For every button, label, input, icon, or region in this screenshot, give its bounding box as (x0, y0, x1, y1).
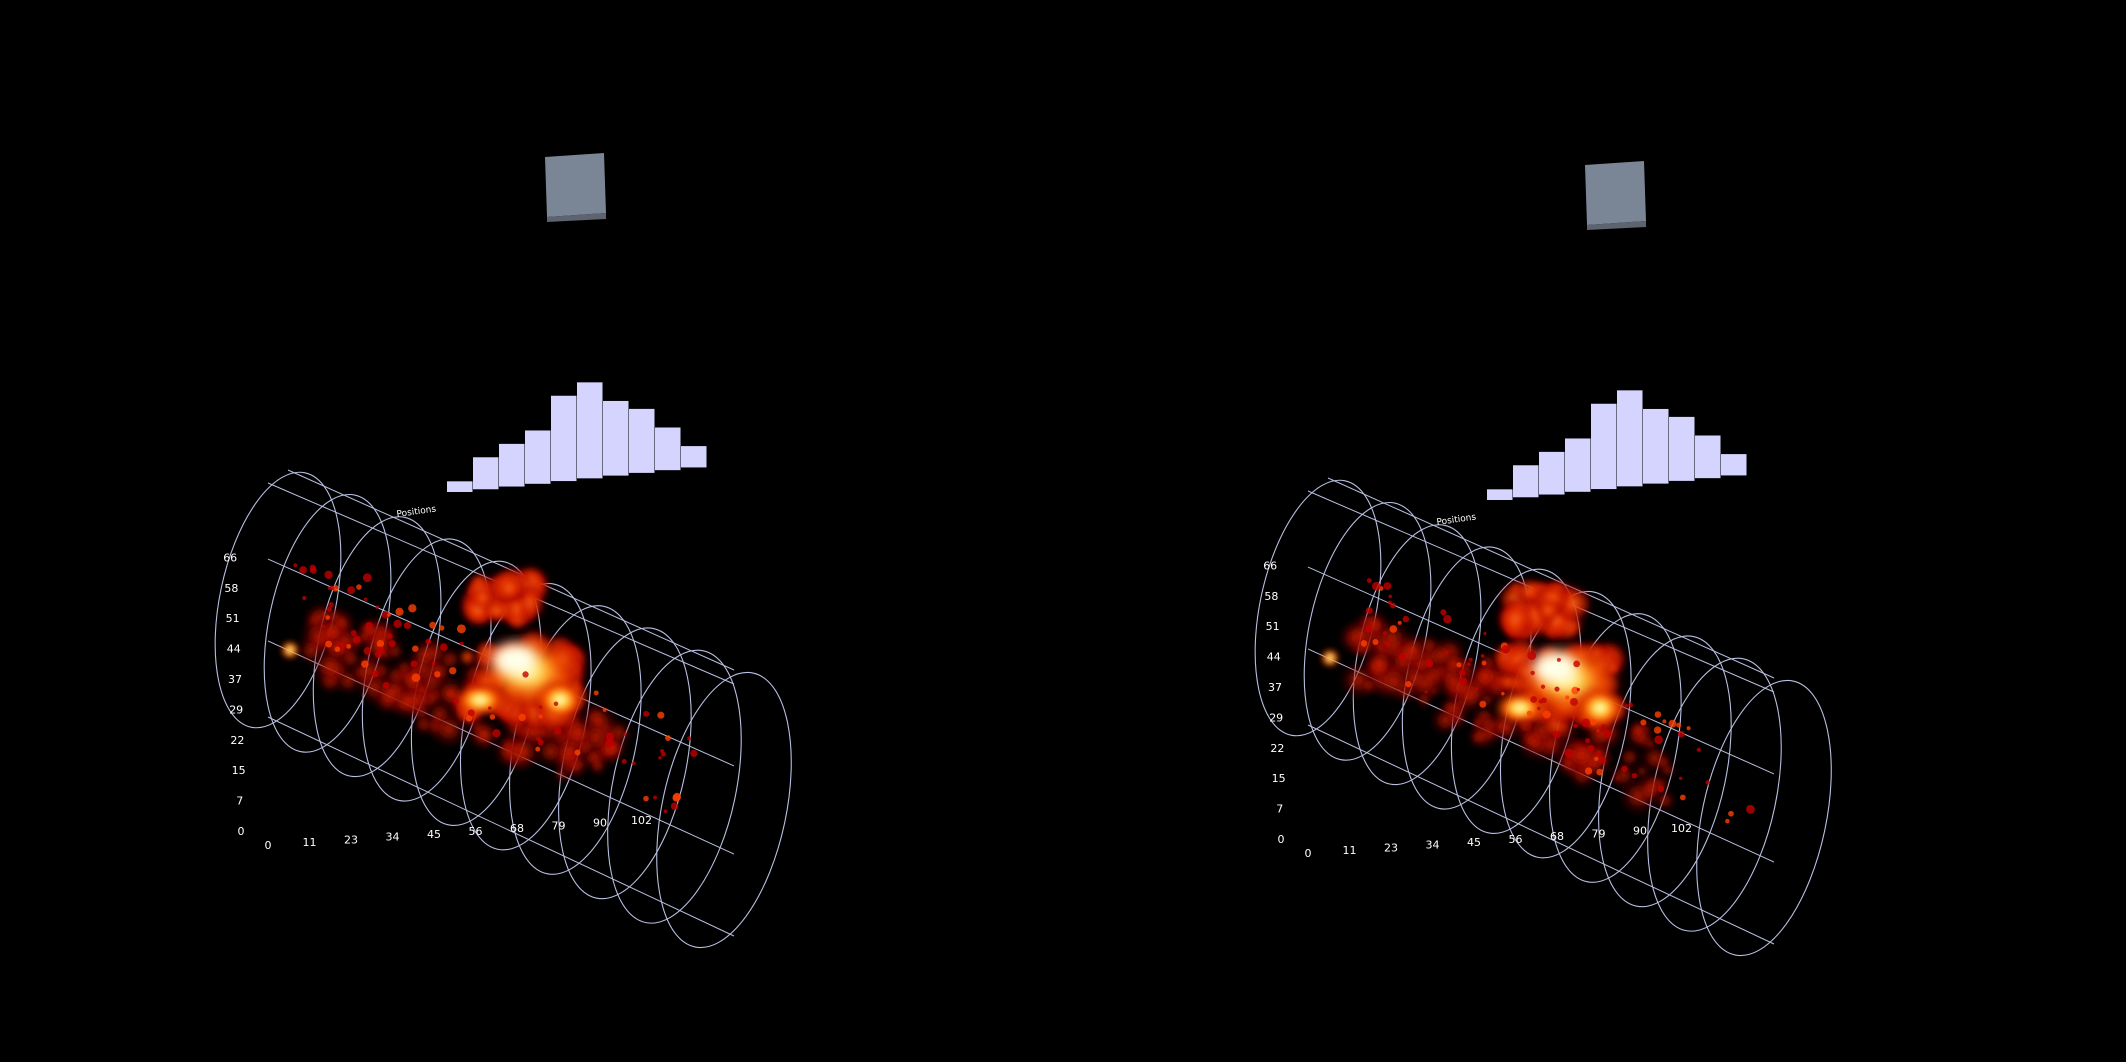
cylinder-wireframe (214, 469, 792, 949)
histogram-bar (551, 395, 577, 482)
x-tick-label: 45 (1467, 836, 1481, 849)
y-tick-label: 66 (223, 551, 237, 564)
histogram-bar (1539, 451, 1565, 495)
x-tick-label: 34 (386, 831, 400, 844)
cube-marker (1585, 161, 1646, 230)
y-tick-label: 22 (230, 734, 244, 747)
x-tick-label: 0 (265, 839, 272, 852)
y-tick-label: 15 (232, 764, 246, 777)
cylinder-ring (1254, 479, 1382, 737)
y-axis-ticks: 0 7 15 22 29 37 44 51 58 66 (1263, 559, 1285, 846)
histogram-bar (1487, 489, 1513, 500)
x-tick-label: 68 (510, 822, 524, 835)
x-tick-label: 79 (1592, 827, 1606, 840)
y-tick-label: 66 (1263, 559, 1277, 572)
y-tick-label: 29 (229, 703, 243, 716)
histogram-bar (1591, 403, 1617, 490)
x-axis-ticks: 0 11 23 34 45 56 68 79 90 102 (265, 814, 653, 852)
y-tick-label: 44 (1267, 651, 1281, 664)
x-tick-label: 11 (303, 836, 317, 849)
y-tick-label: 22 (1270, 742, 1284, 755)
y-axis-ticks: 0 7 15 22 29 37 44 51 58 66 (223, 551, 245, 838)
cylinder-ring (607, 649, 742, 924)
histogram-bars (447, 382, 707, 492)
histogram-bar (447, 481, 473, 492)
x-tick-label: 23 (344, 833, 358, 846)
y-tick-label: 37 (1268, 681, 1282, 694)
x-tick-label: 102 (631, 814, 652, 827)
x-tick-label: 23 (1384, 841, 1398, 854)
x-tick-label: 90 (1633, 825, 1647, 838)
x-tick-label: 68 (1550, 830, 1564, 843)
y-tick-label: 15 (1272, 772, 1286, 785)
y-tick-label: 7 (236, 795, 243, 808)
histogram-bar (1617, 390, 1643, 487)
histogram-bar (1565, 438, 1591, 492)
x-tick-label: 34 (1426, 839, 1440, 852)
histogram-bar (577, 382, 603, 479)
histogram-bar (1721, 454, 1747, 476)
axis-label-positions: Positions (396, 504, 437, 519)
x-axis-ticks: 0 11 23 34 45 56 68 79 90 102 (1305, 822, 1693, 860)
y-tick-label: 0 (238, 825, 245, 838)
cylinder-ring (1696, 679, 1832, 957)
x-tick-label: 0 (1305, 847, 1312, 860)
cylinder-line (267, 716, 735, 937)
histogram-bar (1643, 408, 1669, 484)
y-tick-label: 29 (1269, 711, 1283, 724)
histogram-bar (1513, 465, 1539, 498)
histogram-bar (681, 446, 707, 468)
axis-label-positions: Positions (1436, 512, 1477, 527)
right-view: Positions 0 7 15 22 29 37 44 51 58 66 0 11 23 34 45 56 68… (1254, 161, 1832, 957)
cylinder-line (1307, 724, 1775, 945)
cylinder-ring (656, 671, 792, 949)
y-tick-label: 58 (224, 582, 238, 595)
x-tick-label: 56 (1509, 833, 1523, 846)
y-tick-label: 7 (1276, 803, 1283, 816)
histogram-bar (499, 443, 525, 487)
cube-marker (545, 153, 606, 222)
left-view: Positions 0 7 15 22 29 37 44 51 58 66 0 11 23 34 45 56 68… (214, 153, 792, 949)
x-tick-label: 90 (593, 817, 607, 830)
histogram-bar (603, 400, 629, 476)
histogram-bars (1487, 390, 1747, 500)
y-tick-label: 44 (227, 643, 241, 656)
x-tick-label: 56 (469, 825, 483, 838)
heat-volume (280, 563, 698, 814)
y-tick-label: 51 (1266, 620, 1280, 633)
cylinder-line (1327, 477, 1775, 679)
y-tick-label: 58 (1264, 590, 1278, 603)
x-tick-label: 45 (427, 828, 441, 841)
x-tick-label: 11 (1343, 844, 1357, 857)
histogram-bar (1695, 435, 1721, 479)
y-tick-label: 51 (226, 612, 240, 625)
heat-volume (1320, 577, 1755, 824)
histogram-bar (473, 457, 499, 490)
y-tick-label: 37 (228, 673, 242, 686)
y-tick-label: 0 (1278, 833, 1285, 846)
cylinder-ring (214, 471, 342, 729)
histogram-bar (629, 408, 655, 473)
x-tick-label: 102 (1671, 822, 1692, 835)
histogram-bar (525, 430, 551, 484)
x-tick-label: 79 (552, 819, 566, 832)
histogram-bar (1669, 416, 1695, 481)
histogram-bar (655, 427, 681, 471)
